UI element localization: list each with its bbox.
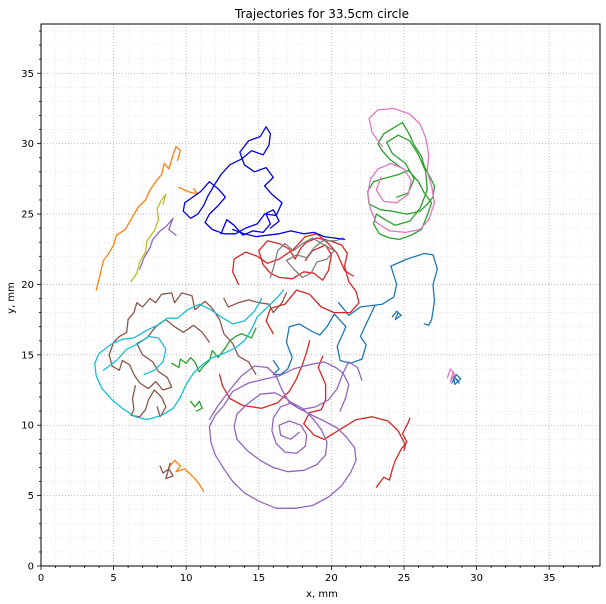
- chart-title: Trajectories for 33.5cm circle: [234, 7, 409, 21]
- y-tick-label: 20: [21, 280, 34, 291]
- series-layer: [94, 107, 462, 509]
- trajectory-line: [258, 237, 360, 335]
- trajectory-line: [130, 385, 167, 418]
- trajectory-line: [391, 310, 402, 321]
- x-tick-label: 10: [180, 573, 193, 584]
- trajectory-line: [446, 368, 456, 383]
- trajectory-line: [208, 361, 357, 509]
- x-tick-label: 35: [543, 573, 556, 584]
- trajectory-line: [232, 228, 346, 241]
- trajectory-line: [94, 289, 285, 421]
- trajectory-line: [375, 417, 411, 488]
- minor-grid: [41, 24, 600, 566]
- trajectory-line: [182, 126, 283, 236]
- trajectory-line: [139, 217, 177, 270]
- major-grid: [40, 24, 600, 567]
- trajectory-line: [367, 121, 436, 241]
- y-tick-label: 0: [28, 562, 34, 573]
- trajectory-line: [218, 340, 311, 409]
- x-tick-label: 15: [252, 573, 265, 584]
- trajectory-line: [168, 459, 205, 493]
- y-tick-label: 30: [21, 139, 34, 150]
- trajectory-line: [171, 327, 257, 373]
- plot-frame: [40, 23, 601, 567]
- trajectory-line: [189, 400, 203, 412]
- trajectory-line: [95, 145, 182, 291]
- x-tick-label: 0: [38, 573, 44, 584]
- y-tick-label: 10: [21, 421, 34, 432]
- trajectory-line: [337, 252, 439, 326]
- x-tick-label: 20: [325, 573, 338, 584]
- trajectory-line: [451, 373, 462, 386]
- trajectory-line: [269, 237, 344, 279]
- x-axis-label: x, mm: [306, 589, 338, 600]
- trajectory-line: [178, 186, 199, 195]
- trajectory-line: [108, 292, 257, 391]
- trajectory-line: [232, 233, 354, 286]
- y-tick-label: 35: [21, 69, 34, 80]
- trajectory-line: [159, 462, 174, 480]
- trajectory-line: [272, 304, 376, 376]
- x-tick-label: 25: [398, 573, 411, 584]
- x-tick-label: 5: [110, 573, 116, 584]
- y-axis-label: y, mm: [6, 282, 17, 314]
- y-tick-label: 25: [21, 210, 34, 221]
- y-tick-label: 5: [28, 491, 34, 502]
- y-tick-label: 15: [21, 350, 34, 361]
- trajectory-line: [208, 361, 363, 421]
- x-axis-ticks: 0 5 10 15 20 25 30 35: [38, 566, 594, 584]
- trajectory-line: [303, 355, 407, 452]
- y-axis-ticks: 0 5 10 15 20 25 30 35: [21, 30, 41, 573]
- trajectory-line: [130, 193, 167, 283]
- trajectory-line: [102, 335, 167, 376]
- trajectory-line: [367, 107, 436, 234]
- x-tick-label: 30: [470, 573, 483, 584]
